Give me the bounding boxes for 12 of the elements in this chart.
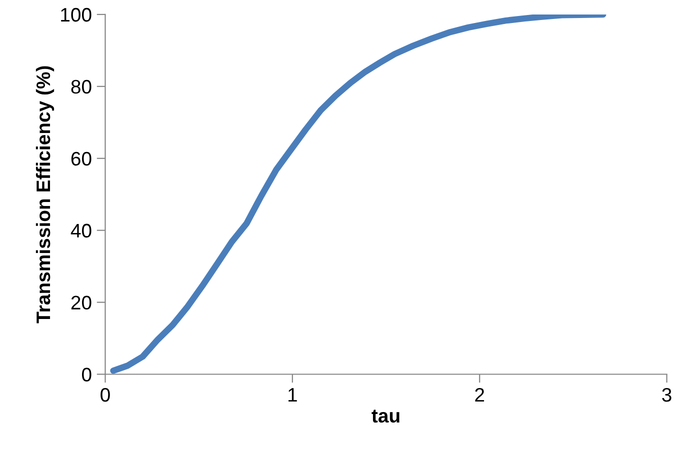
x-axis-title: tau [372,410,400,423]
y-tick-label: 60 [71,152,92,166]
y-tick-label: 0 [82,368,92,382]
y-tick-label: 100 [61,8,92,22]
x-tick-label: 1 [288,388,297,402]
x-tick-label: 0 [100,388,110,402]
y-tick-label: 20 [71,296,92,310]
y-axis-title: Transmission Efficiency (%) [36,66,54,324]
x-tick-label: 3 [662,388,672,402]
x-tick-label: 2 [475,388,484,402]
y-tick-label: 40 [70,224,92,238]
y-tick-label: 80 [71,80,92,94]
